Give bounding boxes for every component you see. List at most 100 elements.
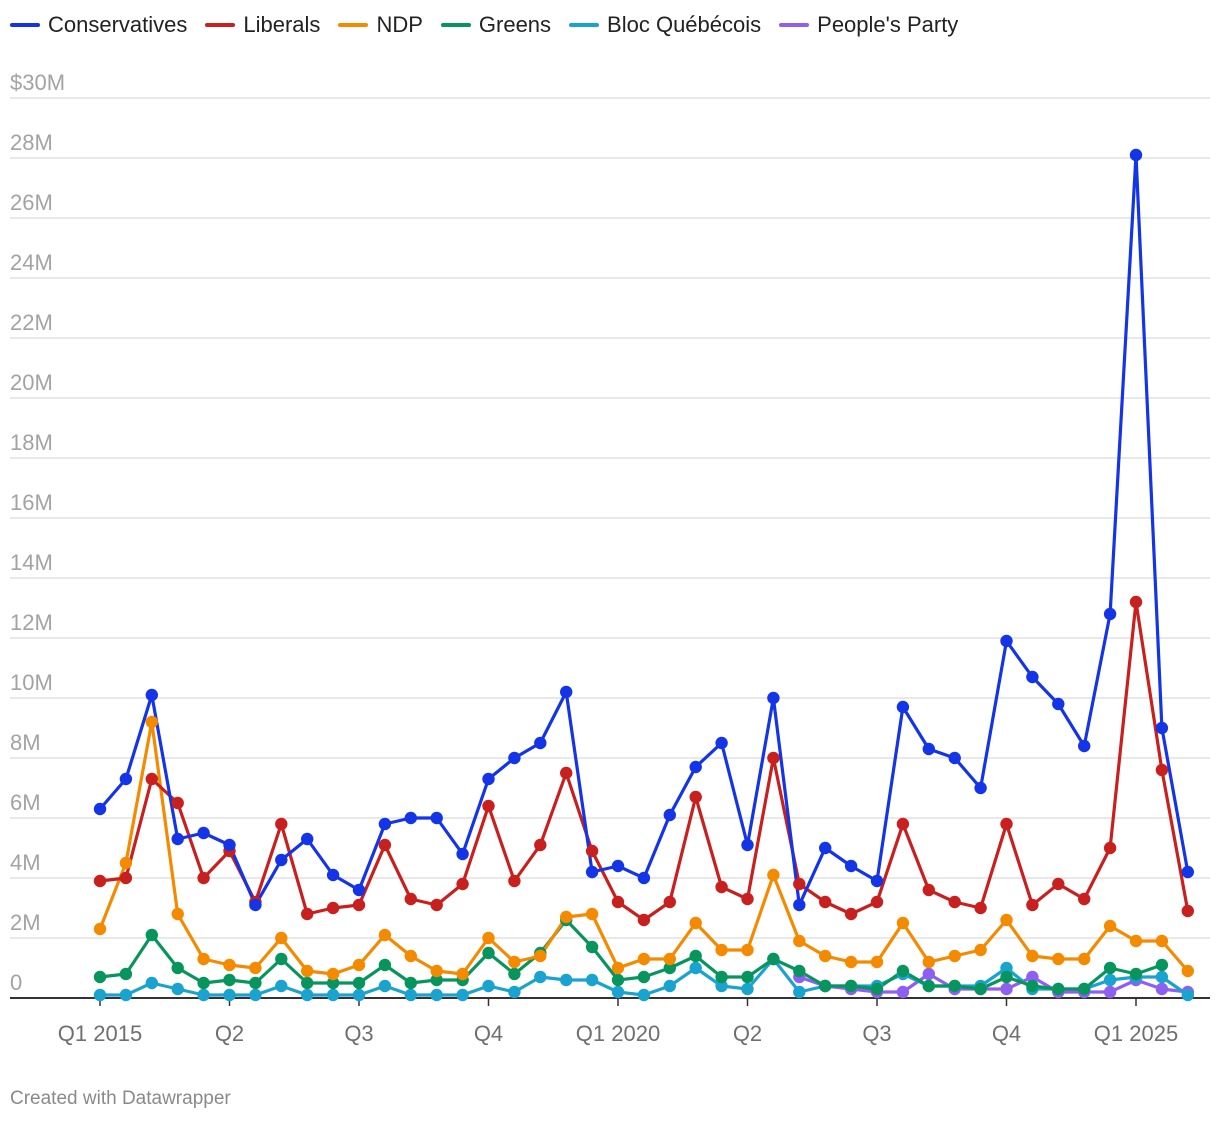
data-point <box>171 982 184 996</box>
data-point <box>1181 964 1195 978</box>
series-points <box>93 148 1195 1002</box>
data-point <box>456 877 469 891</box>
data-point <box>352 883 366 897</box>
series-points-ndp <box>93 715 1195 981</box>
data-point <box>301 907 314 921</box>
series-points-conservatives <box>93 148 1195 912</box>
data-point <box>197 871 210 885</box>
data-point <box>508 874 521 888</box>
data-point <box>585 940 599 954</box>
data-point <box>922 979 935 993</box>
legend-label: Liberals <box>243 12 321 37</box>
data-point <box>974 943 987 957</box>
y-tick-label: 14M <box>10 550 53 575</box>
x-tick-label: Q2 <box>215 1021 244 1046</box>
legend-swatch <box>569 23 600 27</box>
data-point <box>1052 952 1065 966</box>
data-point <box>197 826 210 840</box>
legend-swatch <box>440 23 471 27</box>
data-point <box>171 961 184 975</box>
data-point <box>430 988 443 1002</box>
data-point <box>352 976 366 990</box>
data-point <box>819 841 832 855</box>
data-point <box>1078 982 1091 996</box>
data-point <box>171 907 184 921</box>
legend-label: Greens <box>478 12 552 37</box>
data-point <box>948 751 961 765</box>
data-point <box>715 979 728 993</box>
data-point <box>1181 988 1195 1002</box>
y-tick-label: 4M <box>10 850 41 875</box>
x-tick-label: Q4 <box>474 1021 503 1046</box>
series-line-ndp <box>98 720 1190 976</box>
data-point <box>896 985 910 999</box>
y-tick-label: 12M <box>10 610 53 635</box>
data-point <box>637 952 651 966</box>
legend-label: NDP <box>376 12 423 37</box>
data-point <box>1000 961 1013 975</box>
data-point <box>1000 817 1013 831</box>
data-point <box>197 976 210 990</box>
data-point <box>611 973 625 987</box>
data-point <box>1129 934 1143 948</box>
data-point <box>793 964 806 978</box>
data-point <box>844 955 858 969</box>
data-point <box>1103 919 1117 933</box>
data-point <box>378 838 392 852</box>
data-point <box>663 808 676 822</box>
x-tick-label: Q1 2015 <box>58 1021 142 1046</box>
data-point <box>482 799 495 813</box>
y-tick-label: 16M <box>10 490 53 515</box>
data-point <box>404 949 417 963</box>
data-point <box>534 736 547 750</box>
data-point <box>948 895 961 909</box>
data-point <box>1026 949 1039 963</box>
data-point <box>793 877 806 891</box>
data-point <box>352 988 366 1002</box>
data-point <box>93 988 107 1002</box>
data-point <box>870 955 884 969</box>
y-tick-label: 22M <box>10 310 53 335</box>
legend-item-people-s-party: People's Party <box>779 12 958 38</box>
data-point <box>922 742 935 756</box>
data-point <box>585 844 599 858</box>
y-tick-label: 28M <box>10 130 53 155</box>
data-point <box>715 736 728 750</box>
data-point <box>508 967 521 981</box>
data-point <box>404 976 417 990</box>
data-point <box>145 976 158 990</box>
data-point <box>223 973 236 987</box>
data-point <box>663 979 676 993</box>
series-points-liberals <box>93 595 1195 927</box>
legend-item-ndp: NDP <box>338 12 423 38</box>
data-point <box>275 853 288 867</box>
data-point <box>844 907 858 921</box>
data-point <box>741 943 754 957</box>
data-point <box>275 817 288 831</box>
legend: Conservatives Liberals NDP Greens Bloc Québé… <box>10 12 958 38</box>
data-point <box>197 988 210 1002</box>
data-point <box>171 796 184 810</box>
legend-label: Bloc Québécois <box>607 12 762 37</box>
data-point <box>922 967 935 981</box>
series-line-people-s-party <box>797 972 1190 994</box>
data-point <box>404 811 417 825</box>
legend-item-bloc-qu-b-cois: Bloc Québécois <box>569 12 761 38</box>
data-point <box>378 958 392 972</box>
y-tick-label: 2M <box>10 910 41 935</box>
data-point <box>119 967 133 981</box>
data-point <box>1000 634 1013 648</box>
data-point <box>93 970 107 984</box>
legend-item-greens: Greens <box>440 12 552 38</box>
gridlines <box>10 97 1210 939</box>
data-point <box>1078 952 1091 966</box>
data-point <box>1155 958 1169 972</box>
data-point <box>326 901 340 915</box>
data-point <box>611 985 625 999</box>
data-point <box>378 928 392 942</box>
data-point <box>145 688 158 702</box>
data-point <box>1026 670 1039 684</box>
data-point <box>482 931 495 945</box>
data-point <box>145 928 158 942</box>
data-point <box>1103 607 1117 621</box>
